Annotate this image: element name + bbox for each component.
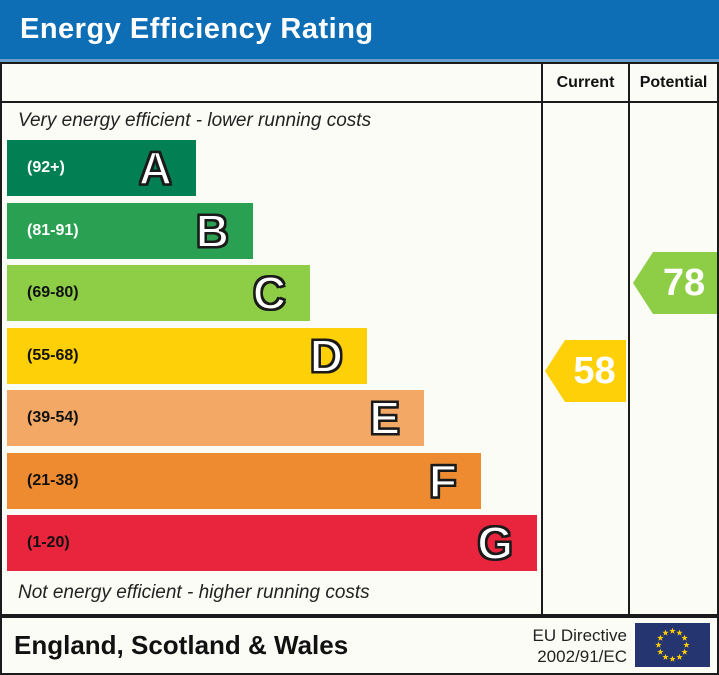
eu-flag-star bbox=[669, 655, 676, 662]
band-letter: D bbox=[309, 329, 344, 382]
band-range-label: (55-68) bbox=[27, 346, 79, 364]
band-f: (21-38) F bbox=[7, 452, 481, 509]
potential-rating-arrow: 78 bbox=[633, 252, 717, 314]
title-bar: Energy Efficiency Rating bbox=[0, 0, 719, 62]
band-letter: F bbox=[428, 454, 458, 507]
eu-flag-star bbox=[662, 653, 669, 660]
potential-rating-value: 78 bbox=[662, 261, 706, 304]
current-rating-arrow: 58 bbox=[545, 340, 626, 402]
band-b: (81-91) B bbox=[7, 202, 253, 259]
band-range-label: (1-20) bbox=[27, 534, 70, 551]
band-g: (1-20) G bbox=[7, 515, 537, 571]
eu-directive-line1: EU Directive bbox=[532, 625, 627, 645]
eu-flag-star bbox=[676, 653, 683, 660]
eu-flag-star bbox=[681, 648, 688, 655]
band-range-label: (69-80) bbox=[27, 284, 79, 301]
band-range-label: (92+) bbox=[27, 159, 65, 176]
column-header-current: Current bbox=[556, 73, 615, 91]
band-d: (55-68) D bbox=[7, 327, 367, 384]
eu-flag-icon bbox=[635, 623, 710, 667]
header-row-divider bbox=[2, 101, 717, 103]
column-divider-current bbox=[541, 64, 543, 614]
band-letter: B bbox=[195, 204, 230, 257]
band-e: (39-54) E bbox=[7, 390, 424, 446]
current-rating-value: 58 bbox=[573, 349, 616, 392]
band-range-label: (81-91) bbox=[27, 221, 79, 239]
band-letter: A bbox=[138, 142, 173, 194]
band-range-label: (21-38) bbox=[27, 471, 79, 489]
band-c: (69-80) C bbox=[7, 265, 310, 321]
band-letter: E bbox=[368, 392, 401, 444]
page-title: Energy Efficiency Rating bbox=[20, 13, 374, 45]
column-header-potential: Potential bbox=[639, 73, 708, 91]
eu-directive-label: EU Directive 2002/91/EC bbox=[533, 618, 627, 673]
top-note: Very energy efficient - lower running co… bbox=[18, 110, 372, 131]
eu-flag-star bbox=[676, 629, 683, 636]
eu-flag-star bbox=[681, 634, 688, 641]
footer-bar: England, Scotland & Wales EU Directive 2… bbox=[0, 616, 719, 675]
band-a: (92+) A bbox=[7, 140, 196, 196]
eu-flag-star bbox=[657, 648, 664, 655]
eu-flag-star bbox=[655, 641, 662, 648]
eu-flag-star bbox=[657, 634, 664, 641]
eu-flag-star bbox=[683, 641, 690, 648]
eu-flag-star bbox=[669, 627, 676, 634]
bottom-note: Not energy efficient - higher running co… bbox=[18, 582, 370, 603]
band-range-label: (39-54) bbox=[27, 409, 79, 426]
column-divider-potential bbox=[628, 64, 630, 614]
eu-directive-line2: 2002/91/EC bbox=[537, 646, 627, 666]
footer-region-label: England, Scotland & Wales bbox=[14, 630, 349, 660]
band-letter: G bbox=[476, 517, 514, 569]
eu-flag-star bbox=[662, 629, 669, 636]
band-letter: C bbox=[252, 267, 287, 319]
rating-table: Current Potential Very energy efficient … bbox=[0, 62, 719, 616]
